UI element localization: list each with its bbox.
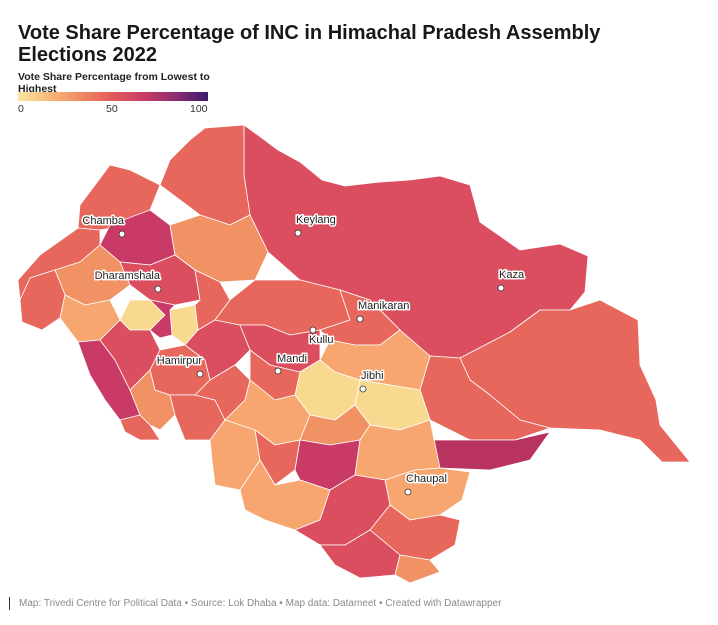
footer-credits: Map: Trivedi Centre for Political Data •… [9,597,501,610]
city-marker-manikaran [356,315,364,323]
city-label-chamba: Chamba [82,215,124,227]
city-label-jibhi: Jibhi [361,370,384,382]
city-marker-dharamshala [154,285,162,293]
city-marker-keylang [294,229,302,237]
city-label-kaza: Kaza [499,269,525,281]
region-kangra-magenta [149,299,176,339]
city-marker-mandi [274,367,282,375]
legend-color-scale [18,92,208,101]
city-label-chaupal: Chaupal [406,473,447,485]
city-label-manikaran: Manikaran [358,300,409,312]
city-marker-jibhi [359,385,367,393]
region-paonta [394,554,441,584]
legend-tick-max: 100 [190,103,208,115]
choropleth-map: Keylang Chamba Kaza Dharamshala Manikaran Kul… [17,124,691,584]
city-label-kullu: Kullu [309,334,333,346]
legend-tick-mid: 50 [106,103,118,115]
city-marker-hamirpur [196,370,204,378]
city-marker-kullu [309,326,317,334]
region-chamba-north [159,124,251,226]
legend-ticks: 0 50 100 [18,103,208,117]
city-marker-chaupal [404,488,412,496]
city-marker-kaza [497,284,505,292]
city-label-dharamshala: Dharamshala [95,270,161,282]
chart-title: Vote Share Percentage of INC in Himachal… [18,22,601,66]
city-label-mandi: Mandi [277,353,307,365]
city-marker-chamba [118,230,126,238]
city-label-hamirpur: Hamirpur [157,355,203,367]
city-label-keylang: Keylang [296,214,336,226]
legend-tick-min: 0 [18,103,24,115]
